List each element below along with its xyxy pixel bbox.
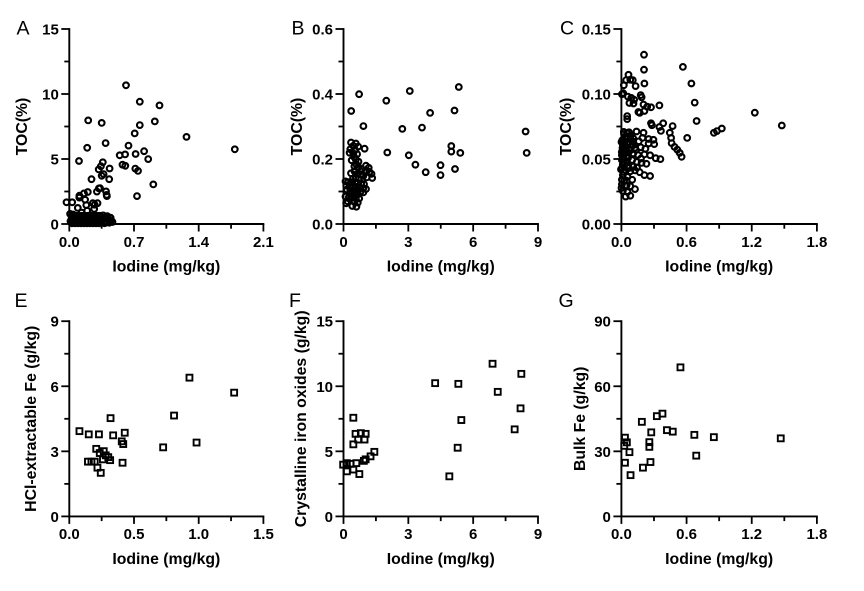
svg-text:0.0: 0.0 <box>59 234 80 251</box>
svg-text:0.4: 0.4 <box>312 87 334 104</box>
svg-text:9: 9 <box>534 526 542 543</box>
svg-text:0: 0 <box>603 509 611 526</box>
svg-text:3: 3 <box>404 526 412 543</box>
svg-text:0.0: 0.0 <box>611 234 632 251</box>
svg-text:0: 0 <box>50 509 58 526</box>
svg-text:0: 0 <box>339 526 347 543</box>
svg-text:0.15: 0.15 <box>582 22 611 39</box>
svg-text:1.5: 1.5 <box>253 526 274 543</box>
svg-text:10: 10 <box>42 87 59 104</box>
svg-text:9: 9 <box>534 234 542 251</box>
svg-text:Iodine (mg/kg): Iodine (mg/kg) <box>387 258 495 275</box>
svg-text:TOC(%): TOC(%) <box>289 98 306 156</box>
svg-text:9: 9 <box>50 314 58 331</box>
svg-text:15: 15 <box>42 22 59 39</box>
svg-text:3: 3 <box>404 234 412 251</box>
svg-text:1.8: 1.8 <box>806 234 827 251</box>
svg-text:Bulk Fe (g/kg): Bulk Fe (g/kg) <box>572 367 589 471</box>
svg-text:1.4: 1.4 <box>188 234 210 251</box>
svg-text:Iodine (mg/kg): Iodine (mg/kg) <box>112 551 220 568</box>
svg-text:6: 6 <box>50 379 58 396</box>
svg-text:0.7: 0.7 <box>124 234 145 251</box>
svg-text:10: 10 <box>316 379 333 396</box>
svg-text:2.1: 2.1 <box>253 234 274 251</box>
svg-text:0.2: 0.2 <box>312 152 333 169</box>
svg-text:Crystalline iron oxides (g/kg): Crystalline iron oxides (g/kg) <box>293 310 310 527</box>
svg-text:Iodine (mg/kg): Iodine (mg/kg) <box>665 258 773 275</box>
svg-text:1.8: 1.8 <box>806 526 827 543</box>
svg-text:30: 30 <box>594 444 611 461</box>
svg-text:1.2: 1.2 <box>741 234 762 251</box>
svg-text:B: B <box>292 17 305 39</box>
svg-text:15: 15 <box>316 314 333 331</box>
svg-text:C: C <box>560 17 574 39</box>
svg-text:0.0: 0.0 <box>611 526 632 543</box>
svg-text:0: 0 <box>325 509 333 526</box>
svg-text:3: 3 <box>50 444 58 461</box>
svg-text:Iodine (mg/kg): Iodine (mg/kg) <box>112 258 220 275</box>
svg-text:60: 60 <box>594 379 611 396</box>
svg-text:0.10: 0.10 <box>582 87 611 104</box>
svg-text:0: 0 <box>339 234 347 251</box>
svg-text:0.05: 0.05 <box>582 152 611 169</box>
svg-text:90: 90 <box>594 314 611 331</box>
svg-text:Iodine (mg/kg): Iodine (mg/kg) <box>665 551 773 568</box>
svg-text:5: 5 <box>50 152 58 169</box>
svg-text:A: A <box>17 17 30 39</box>
svg-text:6: 6 <box>469 526 477 543</box>
svg-text:0: 0 <box>50 217 58 234</box>
svg-text:F: F <box>289 290 301 312</box>
svg-text:G: G <box>559 290 574 312</box>
svg-text:6: 6 <box>469 234 477 251</box>
svg-text:0.5: 0.5 <box>124 526 145 543</box>
svg-text:TOC(%): TOC(%) <box>14 98 31 156</box>
svg-text:TOC(%): TOC(%) <box>558 98 575 156</box>
svg-text:Iodine (mg/kg): Iodine (mg/kg) <box>387 551 495 568</box>
svg-text:0.6: 0.6 <box>676 234 697 251</box>
svg-text:HCl-extractable Fe (g/kg): HCl-extractable Fe (g/kg) <box>23 326 40 512</box>
svg-text:1.2: 1.2 <box>741 526 762 543</box>
svg-text:0.0: 0.0 <box>59 526 80 543</box>
svg-text:0.00: 0.00 <box>582 217 611 234</box>
svg-text:1.0: 1.0 <box>188 526 209 543</box>
svg-text:0.6: 0.6 <box>676 526 697 543</box>
svg-text:0.0: 0.0 <box>312 217 333 234</box>
svg-text:5: 5 <box>325 444 333 461</box>
svg-text:E: E <box>15 290 28 312</box>
svg-text:0.6: 0.6 <box>312 22 333 39</box>
